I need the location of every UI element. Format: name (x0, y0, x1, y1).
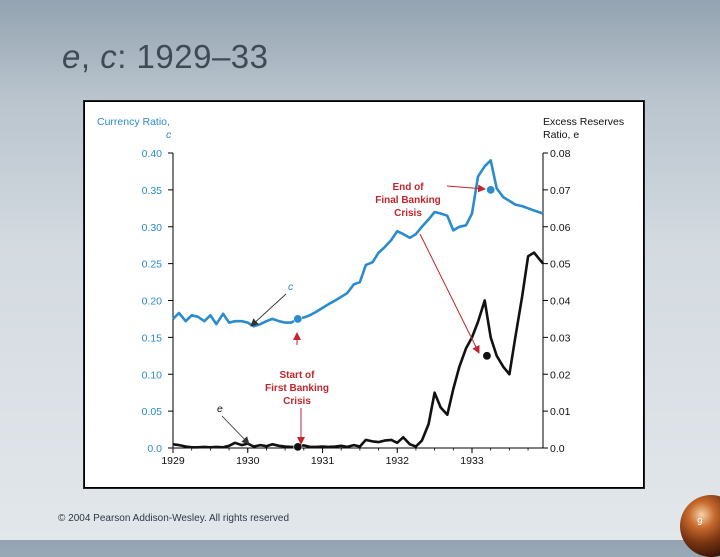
annotation-end-crisis-line: End of (392, 182, 424, 193)
annotation-end-crisis-line: Final Banking (375, 195, 441, 206)
title-years: : 1929–33 (117, 38, 269, 75)
right-tick-label: 0.07 (550, 185, 571, 197)
series-line-c (172, 159, 544, 328)
left-tick-label: 0.05 (142, 406, 163, 418)
annotation-c-label: c (288, 281, 294, 293)
x-tick-label: 1931 (311, 455, 335, 467)
annotation-start-crisis-line: Start of (280, 370, 316, 381)
left-tick-label: 0.30 (142, 222, 163, 234)
x-tick-label: 1933 (460, 455, 484, 467)
right-tick-label: 0.02 (550, 369, 571, 381)
left-tick-label: 0.25 (142, 259, 163, 271)
copyright-footer: © 2004 Pearson Addison-Wesley. All right… (58, 513, 290, 524)
annotation-e-label: e (217, 403, 223, 415)
annotation-end-crisis-line: Crisis (394, 208, 422, 219)
x-tick-label: 1930 (236, 455, 260, 467)
left-tick-label: 0.35 (142, 185, 163, 197)
chart-frame: 0.0 0.05 0.10 0.15 0.20 0.25 0.30 0.35 0.40 0.0 0.… (84, 101, 644, 488)
right-tick-label: 0.03 (550, 332, 571, 344)
annotation-start-crisis-line: First Banking (265, 383, 329, 394)
right-axis-title: Excess Reserves (543, 116, 624, 128)
annotation-end-crisis-arrow-c (446, 184, 486, 193)
right-tick-label: 0.08 (550, 148, 571, 160)
slide-title: e, c: 1929–33 (62, 38, 269, 76)
right-tick-label: 0.06 (550, 222, 571, 234)
annotation-c-leader (250, 293, 287, 327)
x-tick-label: 1932 (386, 455, 410, 467)
title-e: e (62, 38, 81, 75)
right-axis-title-symbol: Ratio, e (543, 129, 579, 141)
annotation-e-leader (221, 415, 250, 445)
marker-c (486, 185, 496, 195)
title-separator: , (80, 38, 101, 75)
annotation-end-crisis-arrow-e (419, 233, 480, 354)
left-tick-label: 0.0 (147, 443, 162, 455)
marker-e (482, 351, 492, 361)
x-tick-label: 1929 (161, 455, 185, 467)
right-tick-label: 0.01 (550, 406, 571, 418)
right-tick-label: 0.05 (550, 259, 571, 271)
annotation-start-crisis-line: Crisis (283, 396, 311, 407)
title-c: c (100, 38, 118, 75)
left-tick-label: 0.20 (142, 296, 163, 308)
marker-c (293, 314, 303, 324)
left-tick-label: 0.40 (142, 148, 163, 160)
page-number: 9 (697, 517, 703, 528)
left-axis-title-symbol: c (166, 129, 172, 141)
line-chart: 0.0 0.05 0.10 0.15 0.20 0.25 0.30 0.35 0.40 0.0 0.… (97, 116, 624, 467)
series-line-e (172, 251, 545, 449)
right-tick-label: 0.04 (550, 296, 571, 308)
right-tick-label: 0.0 (550, 443, 565, 455)
left-axis-title: Currency Ratio, (97, 116, 170, 128)
left-tick-label: 0.10 (142, 369, 163, 381)
left-tick-label: 0.15 (142, 332, 163, 344)
